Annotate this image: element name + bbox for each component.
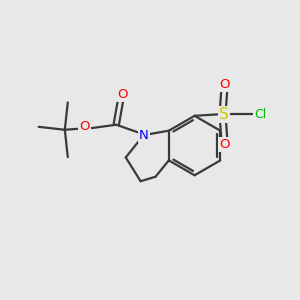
Text: O: O [117, 88, 128, 100]
Text: O: O [219, 77, 230, 91]
Text: Cl: Cl [254, 108, 266, 121]
Text: N: N [139, 129, 148, 142]
Text: S: S [219, 107, 229, 122]
Text: O: O [219, 138, 230, 151]
Text: O: O [80, 120, 90, 133]
